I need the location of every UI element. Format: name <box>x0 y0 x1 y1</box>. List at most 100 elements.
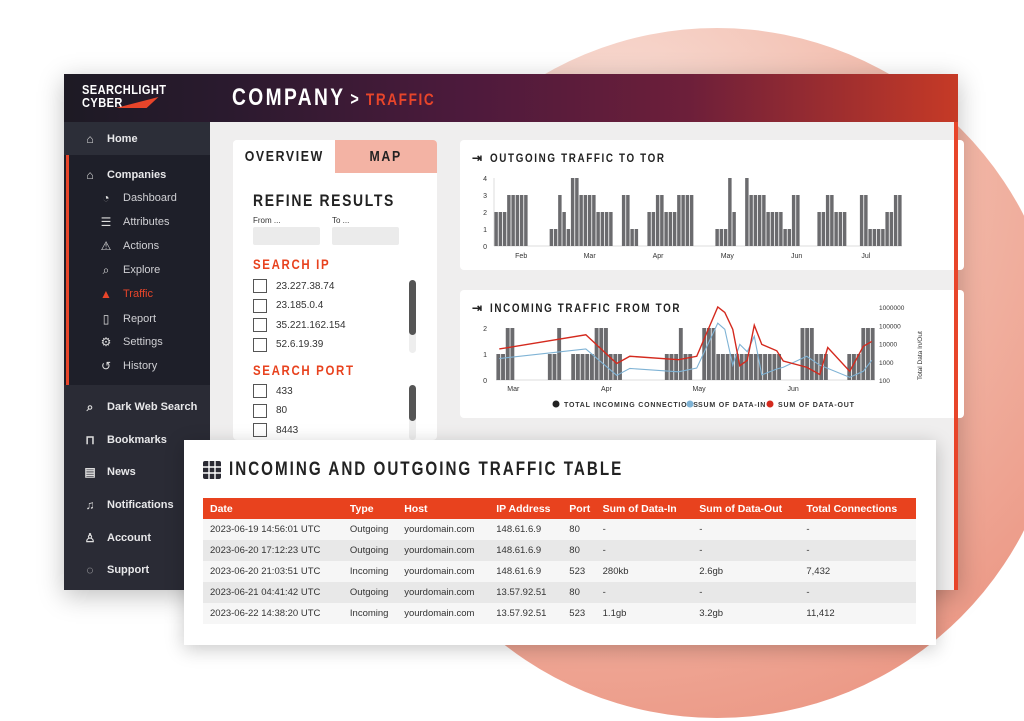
port-checkbox-item[interactable]: 8443 <box>253 423 298 437</box>
checkbox[interactable] <box>253 279 267 293</box>
search-ip-title: SEARCH IP <box>253 256 331 272</box>
bar <box>805 328 810 380</box>
bar <box>872 229 877 246</box>
bar <box>515 195 520 246</box>
table-cell: 13.57.92.51 <box>489 603 563 624</box>
to-date-input[interactable] <box>332 227 399 245</box>
sidebar-item-notifications[interactable]: ♫ Notifications <box>64 494 210 516</box>
bar <box>783 229 787 246</box>
column-header[interactable]: Total Connections <box>799 498 916 519</box>
table-cell: - <box>692 540 800 561</box>
table-row[interactable]: 2023-06-22 14:38:20 UTC Incoming yourdomai… <box>203 603 916 624</box>
to-label: To ... <box>332 216 350 225</box>
checkbox[interactable] <box>253 318 267 332</box>
bar <box>715 229 719 246</box>
logo[interactable]: SEARCHLIGHT CYBER <box>82 83 166 109</box>
column-header[interactable]: Date <box>203 498 343 519</box>
bar <box>618 354 622 380</box>
sidebar-item-label: Report <box>123 313 157 325</box>
sidebar-item-news[interactable]: ▤ News <box>64 461 210 483</box>
x-tick-label: Jun <box>791 253 802 260</box>
sidebar-item-traffic[interactable]: ▲ Traffic <box>64 284 210 304</box>
checkbox[interactable] <box>253 298 267 313</box>
checkbox[interactable] <box>253 384 267 398</box>
sidebar-item-companies[interactable]: ⌂ Companies <box>64 164 210 186</box>
column-header[interactable]: Port <box>562 498 596 519</box>
legend-marker <box>766 400 774 408</box>
sidebar-item-label: Traffic <box>123 288 153 300</box>
column-header[interactable]: Host <box>397 498 490 519</box>
sidebar-item-dark-web-search[interactable]: ⌕ Dark Web Search <box>64 396 210 418</box>
bar <box>626 195 630 246</box>
column-header[interactable]: Type <box>342 498 398 519</box>
ip-checkbox-item[interactable]: 23.227.38.74 <box>253 279 334 293</box>
bar <box>819 354 824 380</box>
table-cell: yourdomain.com <box>397 582 490 603</box>
bar <box>570 178 575 246</box>
table-row[interactable]: 2023-06-19 14:56:01 UTC Outgoing yourdomai… <box>203 519 916 540</box>
page-title: COMPANY <box>232 84 346 111</box>
port-label: 80 <box>276 405 288 416</box>
window-edge-accent <box>954 122 958 590</box>
y-tick-label: 4 <box>483 176 487 183</box>
bar <box>589 354 594 380</box>
sidebar-item-attributes[interactable]: ☰ Attributes <box>64 212 210 232</box>
bar <box>893 195 898 246</box>
y2-tick-label: 10000 <box>879 342 897 349</box>
sidebar-item-actions[interactable]: ⚠ Actions <box>64 236 210 256</box>
bar <box>745 178 749 246</box>
sidebar-item-home[interactable]: ⌂ Home <box>64 122 210 155</box>
column-header[interactable]: Sum of Data-Out <box>692 498 800 519</box>
sidebar-item-label: Companies <box>107 169 167 181</box>
checkbox[interactable] <box>253 337 267 352</box>
tab-overview[interactable]: OVERVIEW <box>233 140 335 173</box>
bar <box>549 229 554 246</box>
port-checkbox-item[interactable]: 433 <box>253 384 293 398</box>
ip-checkbox-item[interactable]: 35.221.162.154 <box>253 318 346 332</box>
bar <box>660 195 664 246</box>
ip-checkbox-item[interactable]: 23.185.0.4 <box>253 298 323 313</box>
sidebar-item-explore[interactable]: ⌕ Explore <box>64 260 210 280</box>
sidebar-item-report[interactable]: ▯ Report <box>64 309 210 329</box>
sidebar-item-account[interactable]: ♙ Account <box>64 527 210 549</box>
port-checkbox-item[interactable]: 80 <box>253 403 288 418</box>
sidebar-item-dashboard[interactable]: ◔ Dashboard <box>64 188 210 208</box>
bar <box>770 212 775 246</box>
bar <box>600 212 605 246</box>
bar <box>796 195 800 246</box>
sidebar-item-history[interactable]: ↺ History <box>64 356 210 376</box>
checkbox[interactable] <box>253 403 267 418</box>
bar <box>864 195 868 246</box>
logo-line2: CYBER <box>82 95 123 110</box>
sidebar-item-label: Support <box>107 564 150 576</box>
app-window: SEARCHLIGHT CYBER COMPANY > TRAFFIC ⌂ Home … <box>64 74 964 590</box>
ip-list-scrollbar[interactable] <box>409 280 416 353</box>
table-grid-icon <box>203 461 221 479</box>
port-list-scrollbar[interactable] <box>409 385 416 440</box>
sidebar-item-settings[interactable]: ⚙ Settings <box>64 332 210 352</box>
ip-checkbox-item[interactable]: 52.6.19.39 <box>253 337 323 352</box>
column-header[interactable]: IP Address <box>489 498 563 519</box>
table-cell: 2023-06-22 14:38:20 UTC <box>203 603 343 624</box>
bar <box>498 212 503 246</box>
legend-label: SUM OF DATA-IN <box>698 402 766 409</box>
sidebar-item-support[interactable]: ◌ Support <box>64 559 210 581</box>
from-date-input[interactable] <box>253 227 320 245</box>
bar <box>575 178 579 246</box>
bar <box>749 195 753 246</box>
table-row[interactable]: 2023-06-20 17:12:23 UTC Outgoing yourdomai… <box>203 540 916 561</box>
x-tick-label: Apr <box>653 253 665 260</box>
bar <box>566 229 571 246</box>
bar <box>753 354 758 380</box>
checkbox[interactable] <box>253 423 267 437</box>
bar <box>757 195 762 246</box>
table-cell: - <box>692 582 800 603</box>
table-row[interactable]: 2023-06-20 21:03:51 UTC Incoming yourdomai… <box>203 561 916 582</box>
table-row[interactable]: 2023-06-21 04:41:42 UTC Outgoing yourdomai… <box>203 582 916 603</box>
tab-map[interactable]: MAP <box>335 140 437 173</box>
breadcrumb-current[interactable]: TRAFFIC <box>365 90 436 109</box>
series-line-data-in <box>499 322 873 378</box>
sidebar-item-bookmarks[interactable]: ⊓ Bookmarks <box>64 429 210 451</box>
table-title: INCOMING AND OUTGOING TRAFFIC TABLE <box>203 459 722 481</box>
column-header[interactable]: Sum of Data-In <box>595 498 693 519</box>
